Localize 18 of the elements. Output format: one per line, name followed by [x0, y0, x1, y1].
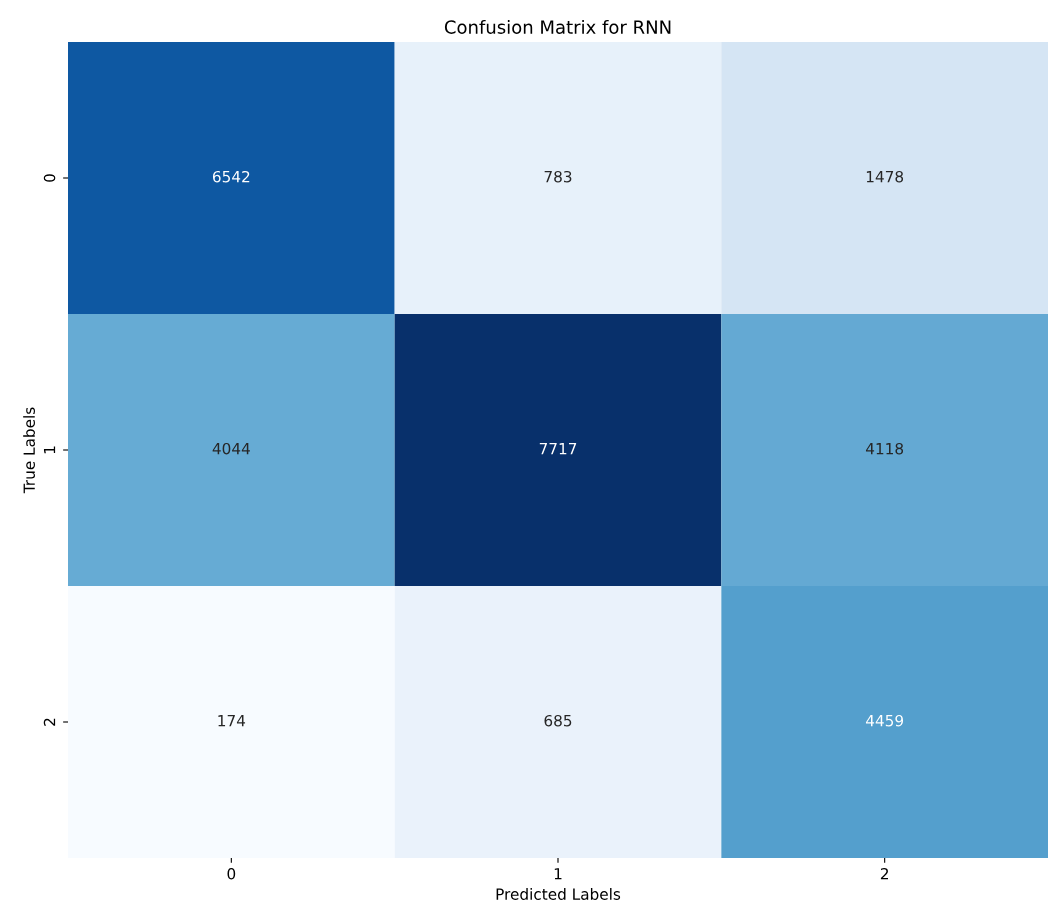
data-label: 4118	[865, 442, 904, 455]
chart-title: Confusion Matrix for RNN	[444, 19, 671, 34]
x-tick-label: 0	[227, 867, 236, 880]
data-label: 174	[218, 715, 246, 727]
data-label: 7717	[539, 443, 577, 455]
y-tick-label: 1	[43, 446, 56, 454]
x-tick-label: 2	[880, 867, 888, 880]
y-tick-label: 0	[43, 174, 56, 182]
x-tick-label: 1	[554, 868, 562, 880]
data-label: 685	[544, 714, 572, 727]
x-axis-title: Predicted Labels	[496, 888, 621, 900]
data-label: 4459	[865, 714, 904, 727]
y-axis-title: True Labels	[23, 407, 35, 494]
data-label: 783	[544, 170, 572, 183]
y-tick-label: 2	[43, 718, 56, 726]
data-label: 6542	[212, 170, 250, 183]
data-label: 1478	[866, 170, 904, 183]
data-label: 4044	[212, 442, 250, 455]
